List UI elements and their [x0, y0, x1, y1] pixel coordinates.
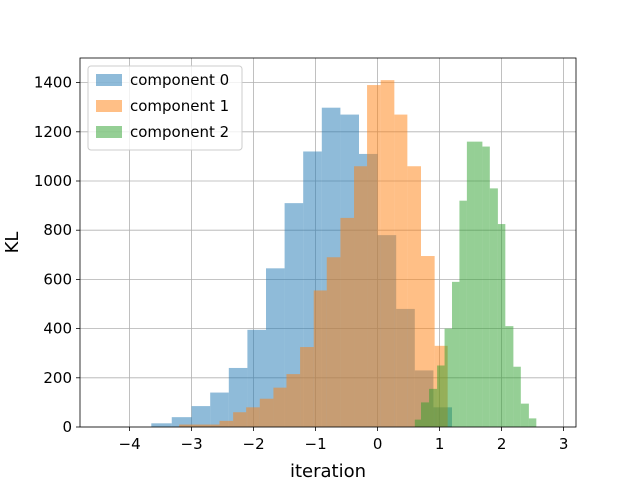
x-tick-label: −3	[181, 435, 203, 453]
legend-label: component 0	[130, 71, 229, 89]
histogram-bar	[284, 203, 304, 427]
histogram-bar	[407, 166, 421, 428]
histogram-bar	[452, 281, 460, 427]
histogram-bar	[429, 388, 438, 427]
legend-swatch	[96, 100, 122, 112]
x-tick-label: −1	[305, 435, 327, 453]
histogram-bar	[179, 424, 220, 427]
y-tick-label: 1000	[34, 172, 72, 190]
x-axis-label: iteration	[290, 461, 366, 480]
histogram-bar	[528, 418, 537, 427]
histogram-bar	[246, 407, 260, 427]
histogram-bar	[474, 141, 483, 427]
histogram-bar	[421, 256, 435, 427]
y-tick-label: 1200	[34, 123, 72, 141]
histogram-bar	[219, 420, 234, 427]
histogram-bar	[380, 80, 395, 427]
histogram-bar	[273, 387, 287, 427]
x-tick-label: 1	[435, 435, 445, 453]
legend: component 0 component 1 component 2	[87, 65, 243, 151]
histogram-bar	[414, 419, 421, 427]
histogram-bar	[210, 392, 229, 427]
histogram-bar	[354, 166, 368, 428]
y-tick-label: 800	[43, 221, 72, 239]
plot-frame	[79, 57, 577, 428]
histogram-bar	[313, 290, 327, 427]
histogram-bar	[489, 188, 498, 427]
legend-label: component 1	[130, 97, 229, 115]
y-tick-label: 600	[43, 270, 72, 288]
histogram-bar	[444, 328, 452, 427]
histogram-bar	[340, 217, 355, 427]
x-tick-label: −4	[119, 435, 141, 453]
histogram-bar	[421, 402, 430, 427]
histogram-bar	[520, 403, 529, 427]
x-tick-label: 0	[373, 435, 383, 453]
histogram-bar	[286, 374, 301, 427]
y-tick-label: 200	[43, 369, 72, 387]
histogram-bar	[266, 268, 285, 427]
x-tick-label: 2	[497, 435, 507, 453]
histogram-bar	[233, 412, 247, 427]
histogram-bar	[394, 114, 408, 427]
legend-swatch	[96, 74, 122, 86]
y-axis-label: KL	[2, 232, 23, 254]
histogram-bar	[437, 365, 445, 427]
histogram-bar	[482, 146, 490, 427]
y-tick-label: 0	[62, 418, 72, 436]
legend-swatch	[96, 126, 122, 138]
histogram-bar	[505, 326, 514, 427]
histogram-bar	[466, 141, 475, 427]
x-tick-label: 3	[559, 435, 569, 453]
ticks: −4 −3 −2 −1 0 1 2 3 0 200 400 600 800 1000 1200 1400	[34, 74, 569, 453]
bars	[151, 80, 537, 428]
histogram-bar	[497, 224, 506, 427]
legend-label: component 2	[130, 123, 229, 141]
legend-box	[87, 65, 243, 151]
histogram-bar	[300, 347, 314, 427]
y-tick-label: 1400	[34, 74, 72, 92]
x-tick-label: −2	[243, 435, 265, 453]
histogram-bar	[259, 398, 274, 427]
histogram-bar	[151, 423, 172, 427]
histogram-bar	[513, 366, 521, 427]
histogram-bar	[191, 406, 211, 427]
histogram-bar	[459, 200, 467, 427]
histogram-bar	[171, 417, 192, 427]
histogram-bar	[367, 85, 381, 427]
histogram-bar	[326, 257, 341, 427]
y-tick-label: 400	[43, 320, 72, 338]
series-2	[414, 141, 537, 427]
